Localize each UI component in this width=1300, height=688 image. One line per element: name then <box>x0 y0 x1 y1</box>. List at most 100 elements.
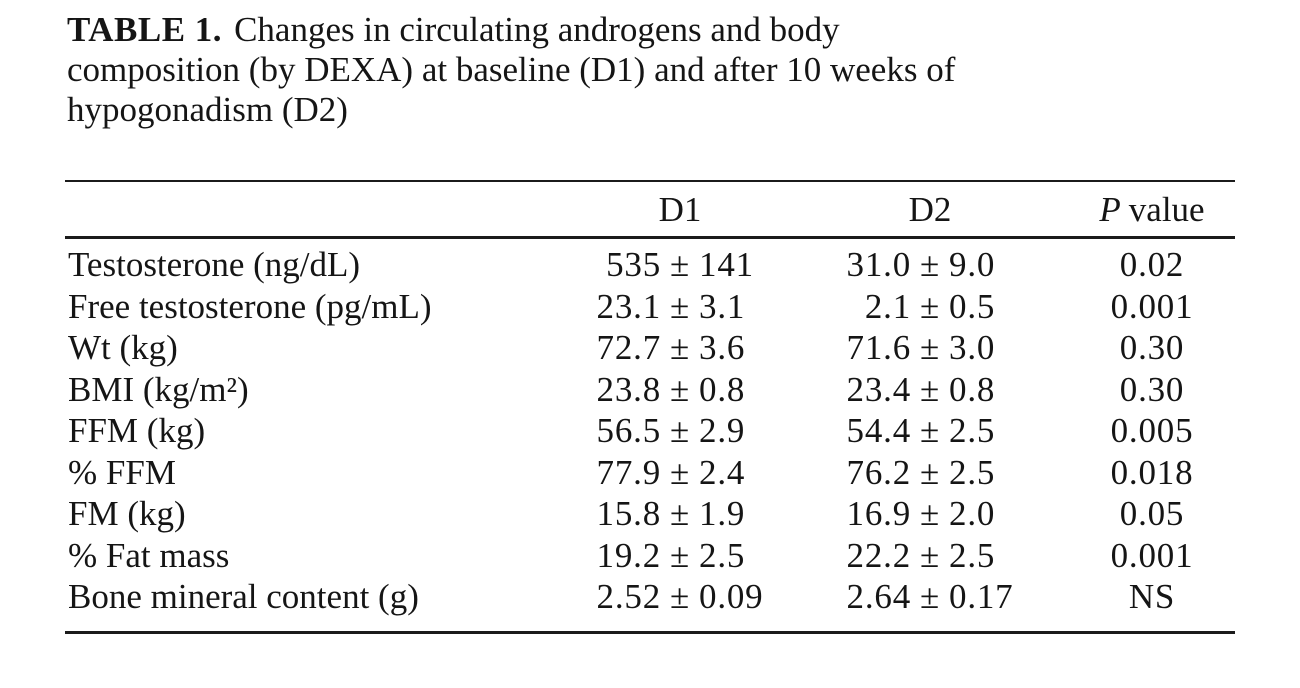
d1-sd: 0.09 <box>699 577 764 617</box>
row-label: Testosterone (ng/dL) <box>68 245 361 285</box>
d2-cell: 16.9 ±2.0 <box>791 493 1069 534</box>
d1-cell: 77.9 ±2.4 <box>569 452 791 493</box>
d2-mean: 2.64 <box>846 577 911 617</box>
d1-mean: 56.5 <box>596 411 661 451</box>
p-italic: P <box>1099 189 1121 229</box>
p-value-cell: 0.02 <box>1119 245 1185 285</box>
p-value-cell: 0.005 <box>1110 411 1194 451</box>
p-value-cell: 0.001 <box>1110 535 1194 575</box>
p-value-cell: 0.30 <box>1119 328 1185 368</box>
d2-mean: 22.2 <box>846 535 911 575</box>
p-value-cell: 0.001 <box>1110 286 1194 326</box>
table-row-testosterone: Testosterone (ng/dL) 535 ±141 31.0 ±9.0 0.… <box>65 244 1235 286</box>
plus-minus-sign: ± <box>920 577 941 617</box>
d2-sd: 0.8 <box>949 369 996 409</box>
p-rest: value <box>1128 189 1205 229</box>
d2-mean: 16.9 <box>846 494 911 534</box>
d2-sd: 2.5 <box>949 535 996 575</box>
plus-minus-sign: ± <box>670 328 691 368</box>
d2-cell: 71.6 ±3.0 <box>791 327 1069 368</box>
d1-cell: 23.1 ±3.1 <box>569 286 791 327</box>
table-row-bone-mineral-content: Bone mineral content (g) 2.52 ±0.09 2.64 ±… <box>65 576 1235 618</box>
d1-sd: 2.4 <box>699 452 746 492</box>
table-row-wt: Wt (kg) 72.7 ±3.6 71.6 ±3.0 0.30 <box>65 327 1235 369</box>
plus-minus-sign: ± <box>920 494 941 534</box>
plus-minus-sign: ± <box>670 286 691 326</box>
d2-sd: 0.5 <box>949 286 996 326</box>
d1-sd: 0.8 <box>699 369 746 409</box>
caption-line-3: hypogonadism (D2) <box>67 90 348 129</box>
table-caption: TABLE 1. Changes in circulating androgens… <box>67 10 1197 130</box>
d2-cell: 23.4 ±0.8 <box>791 369 1069 410</box>
d1-cell: 56.5 ±2.9 <box>569 410 791 451</box>
d1-cell: 15.8 ±1.9 <box>569 493 791 534</box>
d1-sd: 2.5 <box>699 535 746 575</box>
plus-minus-sign: ± <box>920 411 941 451</box>
d2-cell: 76.2 ±2.5 <box>791 452 1069 493</box>
table-row-pct-ffm: % FFM 77.9 ±2.4 76.2 ±2.5 0.018 <box>65 452 1235 494</box>
d2-sd: 2.5 <box>949 452 996 492</box>
d2-mean: 54.4 <box>846 411 911 451</box>
table-row-bmi: BMI (kg/m²) 23.8 ±0.8 23.4 ±0.8 0.30 <box>65 369 1235 411</box>
header-d2: D2 <box>908 189 952 229</box>
plus-minus-sign: ± <box>670 577 691 617</box>
d2-sd: 0.17 <box>949 577 1014 617</box>
caption-label: TABLE 1. <box>67 10 223 49</box>
table-body: Testosterone (ng/dL) 535 ±141 31.0 ±9.0 0.… <box>65 239 1235 631</box>
p-value-cell: 0.30 <box>1119 369 1185 409</box>
caption-line-2: composition (by DEXA) at baseline (D1) a… <box>67 50 956 89</box>
caption-line-1: Changes in circulating androgens and bod… <box>234 10 840 49</box>
row-label: % FFM <box>68 452 176 492</box>
d1-sd: 141 <box>699 245 754 285</box>
plus-minus-sign: ± <box>920 369 941 409</box>
d1-cell: 535 ±141 <box>569 244 791 285</box>
row-label: FM (kg) <box>68 494 186 534</box>
d1-cell: 23.8 ±0.8 <box>569 369 791 410</box>
plus-minus-sign: ± <box>670 245 691 285</box>
d2-cell: 22.2 ±2.5 <box>791 535 1069 576</box>
plus-minus-sign: ± <box>670 411 691 451</box>
row-label: FFM (kg) <box>68 411 206 451</box>
row-label: % Fat mass <box>68 535 230 575</box>
d2-sd: 3.0 <box>949 328 996 368</box>
table-row-pct-fat-mass: % Fat mass 19.2 ±2.5 22.2 ±2.5 0.001 <box>65 535 1235 577</box>
d1-mean: 19.2 <box>596 535 661 575</box>
plus-minus-sign: ± <box>670 494 691 534</box>
d2-sd: 2.5 <box>949 411 996 451</box>
d1-cell: 2.52 ±0.09 <box>569 576 791 617</box>
row-label: Bone mineral content (g) <box>68 577 419 617</box>
row-label: BMI (kg/m²) <box>68 369 249 409</box>
d1-sd: 3.1 <box>699 286 746 326</box>
d2-mean: 23.4 <box>846 369 911 409</box>
plus-minus-sign: ± <box>670 452 691 492</box>
d2-cell: 31.0 ±9.0 <box>791 244 1069 285</box>
table-row-free-testosterone: Free testosterone (pg/mL) 23.1 ±3.1 2.1 ±0… <box>65 286 1235 328</box>
d1-mean: 23.8 <box>596 369 661 409</box>
d1-sd: 2.9 <box>699 411 746 451</box>
plus-minus-sign: ± <box>920 245 941 285</box>
d2-sd: 2.0 <box>949 494 996 534</box>
d1-sd: 1.9 <box>699 494 746 534</box>
d1-mean: 23.1 <box>596 286 661 326</box>
d1-cell: 19.2 ±2.5 <box>569 535 791 576</box>
plus-minus-sign: ± <box>920 286 941 326</box>
d2-mean: 31.0 <box>846 245 911 285</box>
d2-cell: 54.4 ±2.5 <box>791 410 1069 451</box>
d1-mean: 77.9 <box>596 452 661 492</box>
d2-mean: 2.1 <box>864 286 911 326</box>
plus-minus-sign: ± <box>920 328 941 368</box>
d1-mean: 15.8 <box>596 494 661 534</box>
plus-minus-sign: ± <box>670 535 691 575</box>
table-row-fm: FM (kg) 15.8 ±1.9 16.9 ±2.0 0.05 <box>65 493 1235 535</box>
d2-cell: 2.64 ±0.17 <box>791 576 1069 617</box>
plus-minus-sign: ± <box>920 535 941 575</box>
p-value-cell: 0.05 <box>1119 494 1185 534</box>
d1-mean: 72.7 <box>596 328 661 368</box>
d1-cell: 72.7 ±3.6 <box>569 327 791 368</box>
p-value-cell: NS <box>1128 577 1176 617</box>
